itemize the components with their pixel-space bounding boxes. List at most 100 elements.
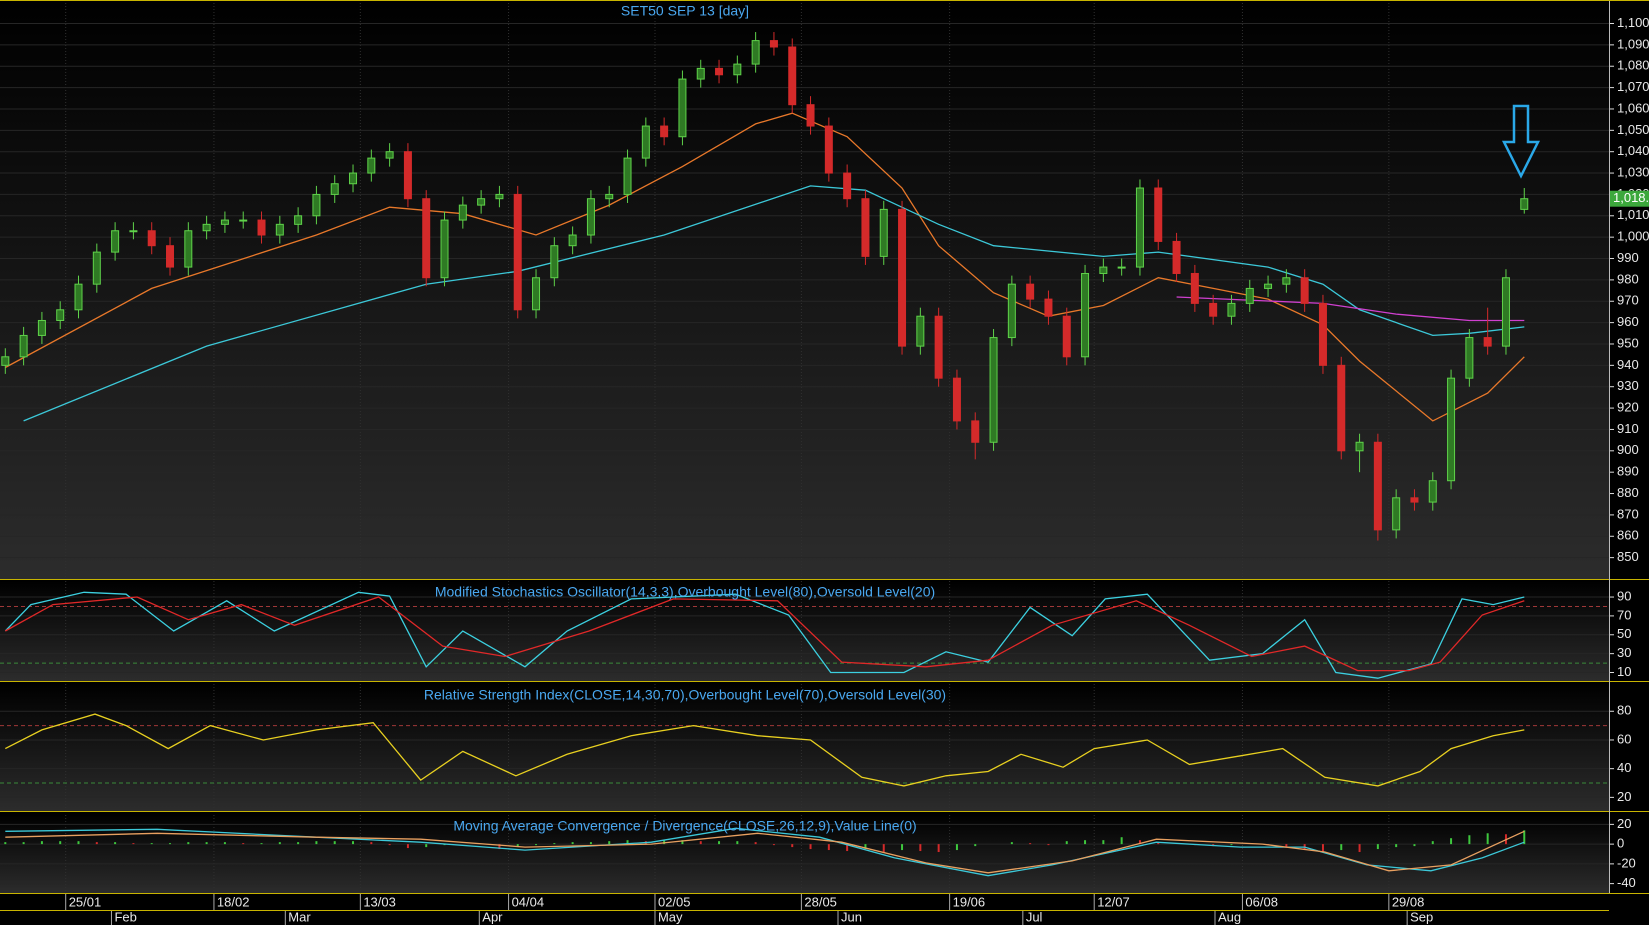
- candle-body: [1501, 277, 1510, 347]
- y-tick-label: 10: [1617, 664, 1631, 679]
- indicator-line: [4, 112, 1525, 422]
- candle-body: [788, 46, 797, 106]
- candle-body: [989, 337, 998, 443]
- candle-body: [422, 198, 431, 279]
- last-price-label: 1,018.: [1613, 190, 1649, 205]
- panel-title: SET50 SEP 13 [day]: [621, 3, 749, 19]
- indicator-line: [4, 591, 1525, 679]
- candle-body: [147, 230, 156, 247]
- y-tick-label: 70: [1617, 607, 1631, 622]
- candle-body: [1410, 497, 1419, 503]
- candle-body: [898, 208, 907, 347]
- candle-body: [495, 193, 504, 200]
- candle-body: [349, 172, 358, 185]
- candle-body: [56, 309, 65, 321]
- candle-body: [1227, 302, 1236, 317]
- candle-body: [769, 40, 778, 48]
- candle-body: [1209, 302, 1218, 317]
- month-label: Aug: [1218, 909, 1241, 924]
- y-tick-label: 1,090: [1617, 36, 1649, 51]
- y-tick-label: 950: [1617, 335, 1639, 350]
- candle-body: [806, 104, 815, 127]
- panel-background: [0, 0, 1609, 579]
- y-tick-label: 50: [1617, 626, 1631, 641]
- y-tick-label: 1,050: [1617, 122, 1649, 137]
- x-tick-label: 04/04: [512, 894, 545, 909]
- candle-body: [1172, 240, 1181, 274]
- panel: 20 40 60 80 Relative Strength Index(CLOSE,14…: [0, 684, 1649, 812]
- candle-body: [1373, 441, 1382, 531]
- x-tick-label: 18/02: [217, 894, 250, 909]
- y-tick-label: 1,080: [1617, 58, 1649, 73]
- y-tick-label: 940: [1617, 357, 1639, 372]
- candle-body: [971, 420, 980, 443]
- candle-body: [952, 377, 961, 422]
- candle-body: [532, 277, 541, 311]
- candle-body: [1081, 272, 1090, 358]
- y-tick-label: 1,010: [1617, 207, 1649, 222]
- candle-body: [1117, 266, 1126, 269]
- y-tick-label: 40: [1617, 760, 1631, 775]
- y-tick-label: 20: [1617, 816, 1631, 831]
- month-label: Sep: [1410, 909, 1433, 924]
- y-tick-label: 1,100: [1617, 15, 1649, 30]
- annotation-arrow: [1501, 104, 1541, 179]
- panel-background: [0, 684, 1609, 811]
- panel-background: [0, 581, 1609, 681]
- panel-title: Modified Stochastics Oscillator(14,3,3),…: [435, 584, 935, 600]
- candle-body: [1483, 337, 1492, 347]
- x-tick-label: 13/03: [363, 894, 396, 909]
- candle-body: [934, 315, 943, 379]
- candle-body: [184, 230, 193, 268]
- panel: 10 30 50 70 90 Modified Stochastics Oscillato…: [0, 581, 1649, 682]
- y-tick-label: 0: [1617, 836, 1624, 851]
- last-price-box: [1610, 190, 1649, 207]
- candle-body: [733, 63, 742, 76]
- y-tick-label: 1,000: [1617, 229, 1649, 244]
- y-tick-label: 30: [1617, 645, 1631, 660]
- candle-body: [385, 151, 394, 159]
- candle-body: [477, 198, 486, 206]
- candle-body: [1245, 287, 1254, 304]
- panel-title: Moving Average Convergence / Divergence(…: [453, 818, 916, 834]
- candle-body: [1154, 187, 1163, 242]
- y-tick-label: 60: [1617, 731, 1631, 746]
- x-tick-label: 12/07: [1097, 894, 1130, 909]
- indicator-line: [5, 830, 1525, 874]
- x-tick-label: 02/05: [658, 894, 691, 909]
- y-tick-label: 1,070: [1617, 79, 1649, 94]
- candle-body: [1062, 315, 1071, 358]
- month-label: Apr: [482, 909, 503, 924]
- y-tick-label: 1,030: [1617, 164, 1649, 179]
- panel-title: Relative Strength Index(CLOSE,14,30,70),…: [424, 687, 946, 703]
- candle-body: [275, 223, 284, 236]
- candle-body: [1135, 187, 1144, 268]
- candle-body: [916, 315, 925, 347]
- candle-body: [257, 219, 266, 236]
- candle-body: [660, 125, 669, 138]
- candle-body: [513, 193, 522, 311]
- candle-body: [92, 251, 101, 285]
- candle-body: [623, 157, 632, 195]
- candle-body: [1007, 283, 1016, 339]
- candle-body: [751, 40, 760, 65]
- y-tick-label: 980: [1617, 271, 1639, 286]
- y-tick-label: 990: [1617, 250, 1639, 265]
- candle-body: [1337, 364, 1346, 452]
- month-label: May: [658, 909, 683, 924]
- y-tick-label: 850: [1617, 549, 1639, 564]
- y-tick-label: 860: [1617, 528, 1639, 543]
- candle-body: [1428, 480, 1437, 503]
- y-tick-label: -40: [1617, 875, 1636, 890]
- x-tick-label: 25/01: [69, 894, 102, 909]
- candle-body: [715, 67, 724, 76]
- candle-body: [129, 230, 138, 233]
- candle-body: [220, 219, 229, 225]
- month-label: Feb: [114, 909, 136, 924]
- candle-body: [1447, 377, 1456, 482]
- candle-body: [440, 219, 449, 279]
- month-label: Mar: [288, 909, 311, 924]
- candle-body: [367, 157, 376, 174]
